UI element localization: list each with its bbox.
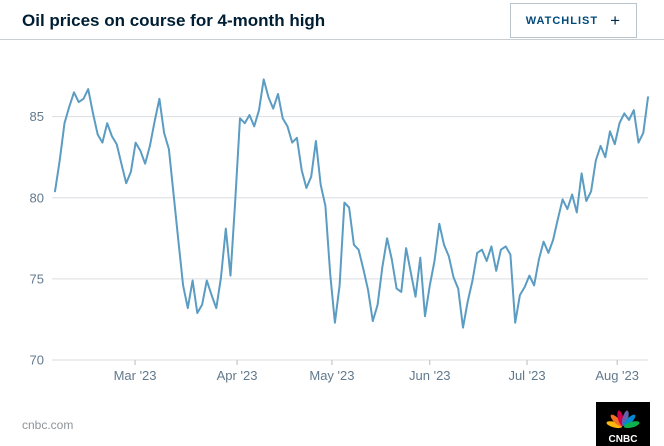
y-axis-label: 70	[30, 353, 44, 368]
x-axis-label: May '23	[309, 368, 354, 383]
y-axis-label: 80	[30, 190, 44, 205]
watchlist-button[interactable]: WATCHLIST +	[509, 2, 637, 39]
watchlist-label: WATCHLIST	[525, 14, 599, 27]
peacock-feather	[606, 421, 623, 429]
line-chart: 70 75 80 85 Mar '23 Apr '23 May '23 Jun '23 Jul …	[30, 78, 649, 383]
y-axis-label: 75	[30, 271, 44, 286]
plus-icon: +	[610, 10, 621, 30]
footer: cnbc.com CNBC	[0, 402, 664, 446]
cnbc-logo-graphic: CNBC	[596, 402, 650, 446]
peacock-feather	[610, 414, 623, 427]
source-link[interactable]: cnbc.com	[22, 418, 74, 432]
x-axis-label: Jul '23	[508, 368, 545, 383]
x-axis-label: Jun '23	[409, 368, 451, 383]
x-axis-label: Mar '23	[114, 368, 157, 383]
cnbc-logo: CNBC	[596, 402, 650, 446]
price-line	[54, 78, 649, 329]
chart-area: 70 75 80 85 Mar '23 Apr '23 May '23 Jun '23 Jul …	[0, 40, 664, 396]
y-axis-label: 85	[30, 109, 44, 124]
logo-text: CNBC	[609, 434, 638, 445]
peacock-feather	[623, 421, 640, 429]
peacock-icon	[606, 410, 640, 429]
x-axis-label: Apr '23	[217, 368, 258, 383]
peacock-feather	[621, 410, 629, 427]
header: Oil prices on course for 4-month high WA…	[0, 0, 664, 40]
x-axis-label: Aug '23	[595, 368, 639, 383]
peacock-feather	[623, 414, 636, 427]
page-title: Oil prices on course for 4-month high	[22, 11, 326, 30]
